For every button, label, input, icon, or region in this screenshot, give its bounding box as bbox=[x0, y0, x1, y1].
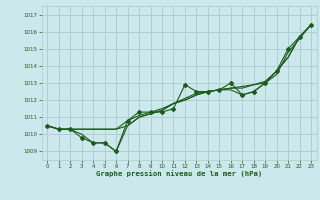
X-axis label: Graphe pression niveau de la mer (hPa): Graphe pression niveau de la mer (hPa) bbox=[96, 171, 262, 177]
